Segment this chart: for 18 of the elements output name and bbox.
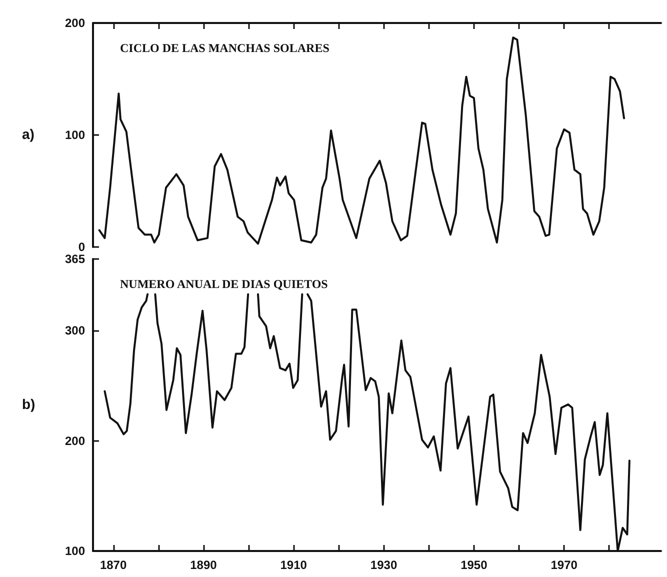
text: CICLO DE LAS MANCHAS SOLARES (120, 41, 330, 55)
y-tick-label: 200 (64, 16, 86, 30)
text: NUMERO ANUAL DE DIAS QUIETOS (120, 277, 328, 291)
y-tick-label: 200 (64, 434, 86, 448)
x-tick-label: 1950 (460, 558, 488, 572)
y-tick-label: 0 (78, 240, 86, 254)
text: a) (22, 126, 34, 142)
line-series (98, 36, 626, 245)
x-tick-label: 1910 (280, 558, 308, 572)
y-tick-label: 100 (64, 128, 86, 142)
x-tick-label: 1890 (190, 558, 218, 572)
text: b) (22, 396, 36, 412)
y-tick-label: 100 (64, 544, 86, 558)
x-tick-label: 1930 (370, 558, 398, 572)
x-tick-label: 1970 (550, 558, 578, 572)
y-tick-label: 365 (64, 252, 86, 266)
y-tick-label: 300 (64, 324, 86, 338)
x-tick-label: 1870 (100, 558, 127, 572)
